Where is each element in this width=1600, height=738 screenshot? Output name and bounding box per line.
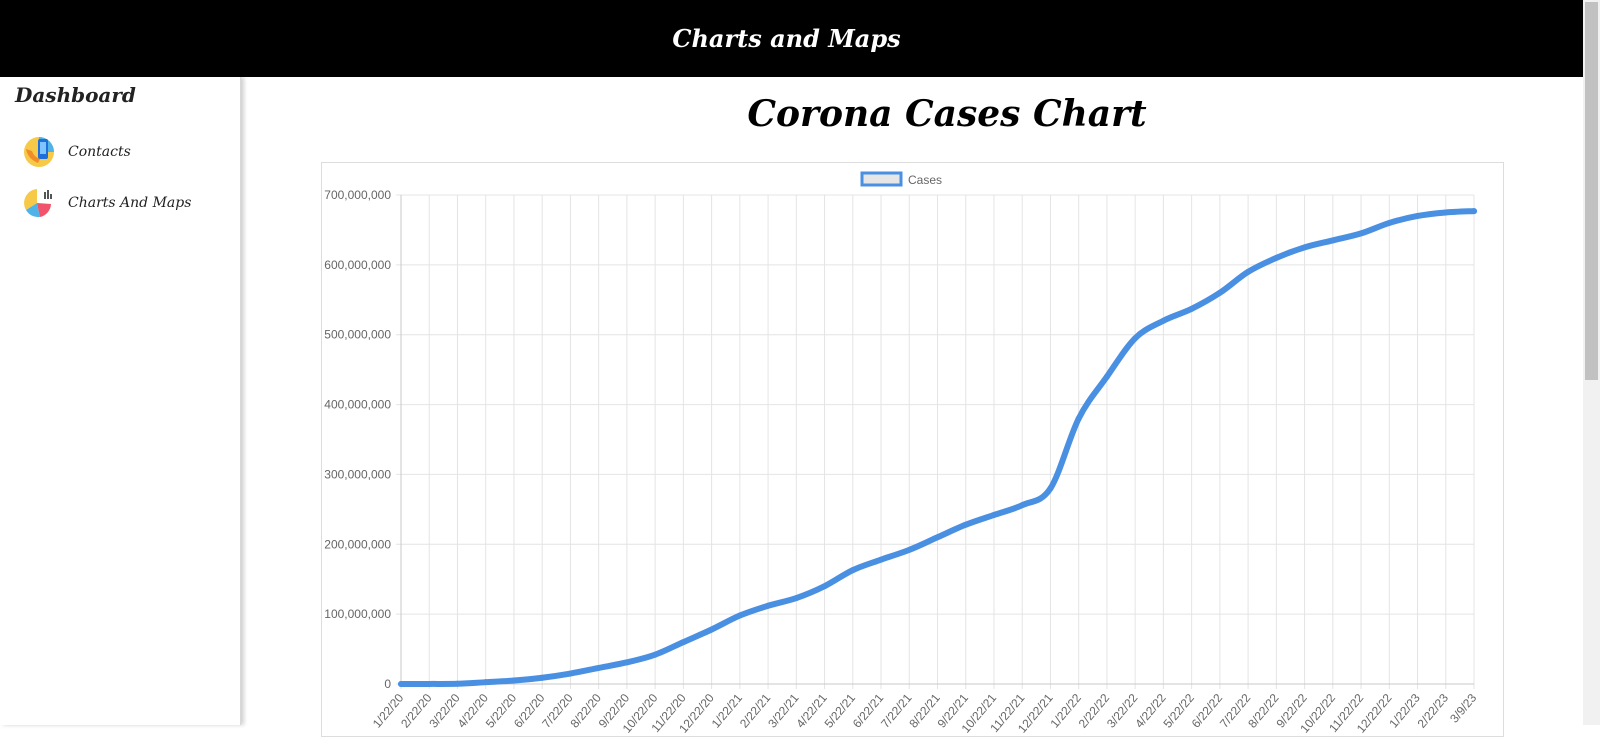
cases-data-point [1188,305,1195,312]
main-content: Corona Cases Chart 0 100,000,000 200,000,0… [241,77,1583,737]
cases-data-point [1075,415,1082,422]
sidebar-heading: Dashboard [15,83,136,107]
sidebar-item-contacts[interactable]: Contacts [22,134,222,170]
sidebar-item-label: Contacts [68,144,131,160]
cases-data-point [793,595,800,602]
cases-data-point [1160,317,1167,324]
cases-data-point [1386,219,1393,226]
cases-data-point [1442,209,1449,216]
y-tick-label: 700,000,000 [324,188,391,202]
y-tick-label: 300,000,000 [324,467,391,481]
cases-data-point [623,659,630,666]
cases-data-point [906,546,913,553]
cases-data-point [1103,373,1110,380]
cases-data-point [849,567,856,574]
app-header: Charts and Maps [0,0,1583,77]
cases-chart-svg: 0 100,000,000 200,000,000 300,000,000 400,00… [324,171,1480,736]
cases-data-point [1273,254,1280,261]
contacts-phone-icon [22,135,56,169]
cases-data-point [990,511,997,518]
page-title: Corona Cases Chart [747,93,1147,135]
cases-data-point [1301,244,1308,251]
legend-swatch [860,171,903,187]
y-tick-label: 0 [384,677,391,691]
cases-data-point [1329,237,1336,244]
sidebar-item-charts-and-maps[interactable]: Charts And Maps [22,185,222,221]
cases-data-point [1216,289,1223,296]
y-tick-label: 100,000,000 [324,607,391,621]
cases-data-point [765,602,772,609]
cases-data-point [736,612,743,619]
sidebar: Dashboard Contacts Charts And Maps [0,77,241,725]
cases-data-point [426,680,433,687]
scrollbar-thumb[interactable] [1585,2,1598,380]
cases-data-point [595,664,602,671]
cases-data-point [539,674,546,681]
cases-data-point [482,679,489,686]
cases-data-point [652,651,659,658]
cases-data-point [1414,212,1421,219]
cases-data-point [398,680,404,687]
vertical-scrollbar[interactable] [1583,0,1600,725]
legend-label: Cases [908,173,942,187]
y-tick-label: 500,000,000 [324,328,391,342]
y-tick-label: 200,000,000 [324,537,391,551]
y-tick-label: 400,000,000 [324,398,391,412]
cases-data-point [510,677,517,684]
cases-data-point [1358,230,1365,237]
cases-data-point [1245,268,1252,275]
y-tick-label: 600,000,000 [324,258,391,272]
cases-data-point [1132,335,1139,342]
cases-data-point [1471,208,1477,215]
cases-data-point [680,639,687,646]
sidebar-item-label: Charts And Maps [68,195,192,211]
x-tick-label: 3/9/23 [1447,691,1479,726]
pie-chart-icon [22,186,56,220]
cases-data-point [821,583,828,590]
cases-data-point [962,521,969,528]
cases-data-point [454,680,461,687]
app-title: Charts and Maps [672,24,901,53]
cases-data-point [708,626,715,633]
cases-data-point [878,556,885,563]
cases-data-point [567,670,574,677]
cases-data-point [1047,485,1054,492]
cases-data-point [1019,502,1026,509]
cases-chart: 0 100,000,000 200,000,000 300,000,000 400,00… [321,162,1504,737]
cases-data-point [934,534,941,541]
